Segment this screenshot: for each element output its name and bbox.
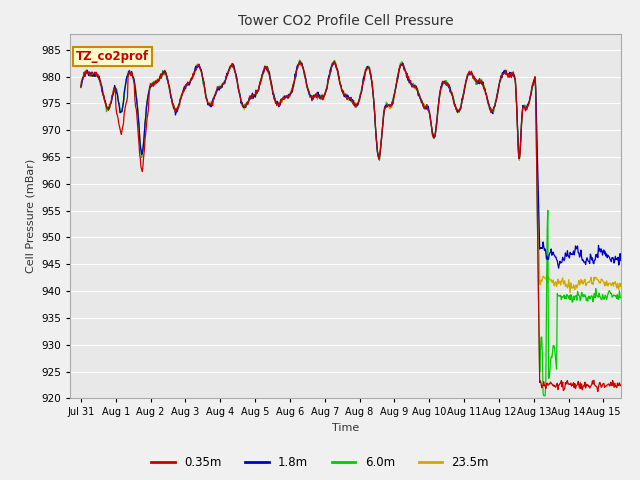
Title: Tower CO2 Profile Cell Pressure: Tower CO2 Profile Cell Pressure bbox=[238, 14, 453, 28]
Legend: 0.35m, 1.8m, 6.0m, 23.5m: 0.35m, 1.8m, 6.0m, 23.5m bbox=[146, 452, 494, 474]
Text: TZ_co2prof: TZ_co2prof bbox=[76, 50, 149, 63]
X-axis label: Time: Time bbox=[332, 423, 359, 433]
Y-axis label: Cell Pressure (mBar): Cell Pressure (mBar) bbox=[26, 159, 36, 273]
